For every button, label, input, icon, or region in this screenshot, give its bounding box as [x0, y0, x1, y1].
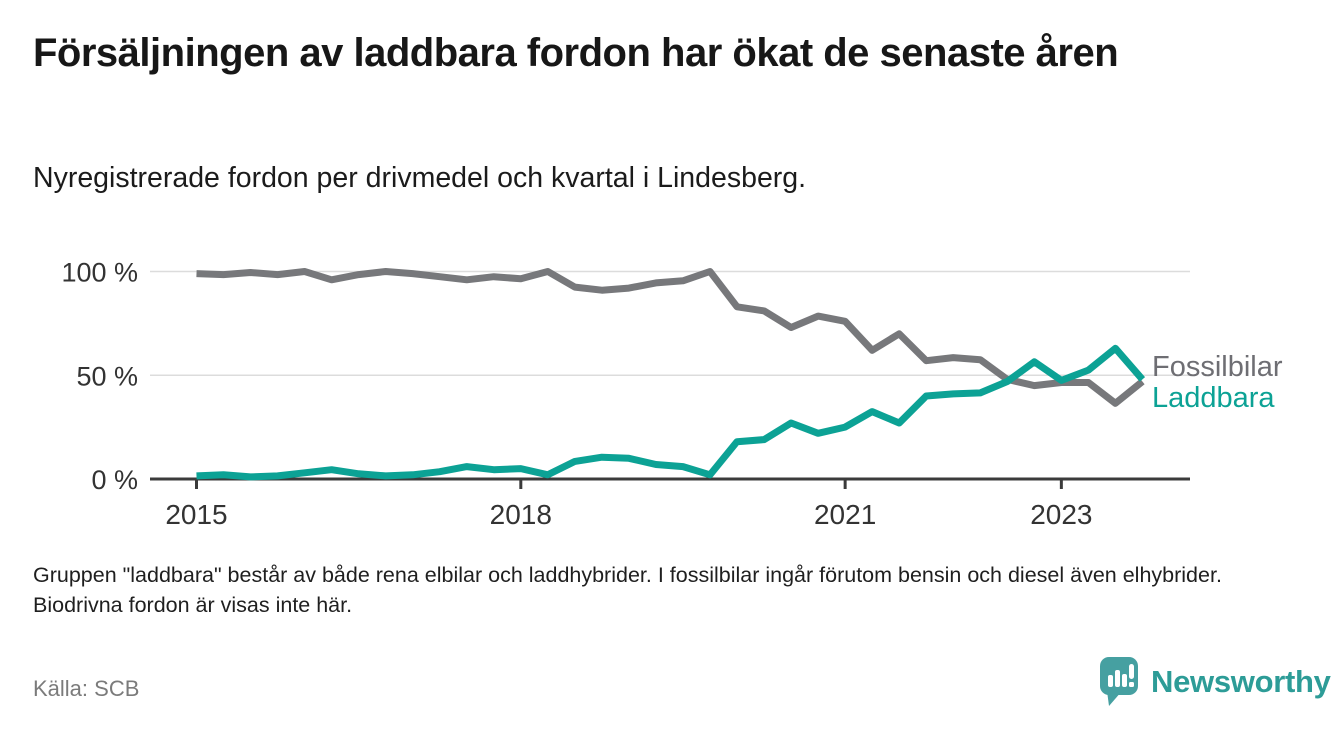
series-label-fossilbilar: Fossilbilar — [1152, 351, 1283, 383]
line-chart: 0 % 50 % 100 % 2015 2018 2021 2023 — [61, 258, 1190, 530]
x-tick-label: 2021 — [814, 499, 876, 530]
y-tick-label: 0 % — [91, 465, 138, 495]
newsworthy-logo[interactable]: Newsworthy — [1098, 655, 1331, 709]
line-laddbara — [196, 344, 1146, 481]
series-label-laddbara: Laddbara — [1152, 382, 1275, 414]
y-tick-label: 100 % — [61, 258, 138, 288]
y-tick-label: 50 % — [76, 361, 138, 391]
bar-chart-pin-icon — [1100, 657, 1138, 706]
x-tick-label: 2018 — [490, 499, 552, 530]
line-fossilbilar — [196, 268, 1145, 407]
page-title: Försäljningen av laddbara fordon har öka… — [33, 31, 1119, 75]
source-attribution: Källa: SCB — [33, 676, 140, 701]
footnote: Gruppen "laddbara" består av både rena e… — [33, 563, 1222, 618]
x-tick-label: 2015 — [165, 499, 227, 530]
newsworthy-wordmark: Newsworthy — [1151, 664, 1331, 699]
x-tick-label: 2023 — [1030, 499, 1092, 530]
chart-subtitle: Nyregistrerade fordon per drivmedel och … — [33, 162, 807, 194]
